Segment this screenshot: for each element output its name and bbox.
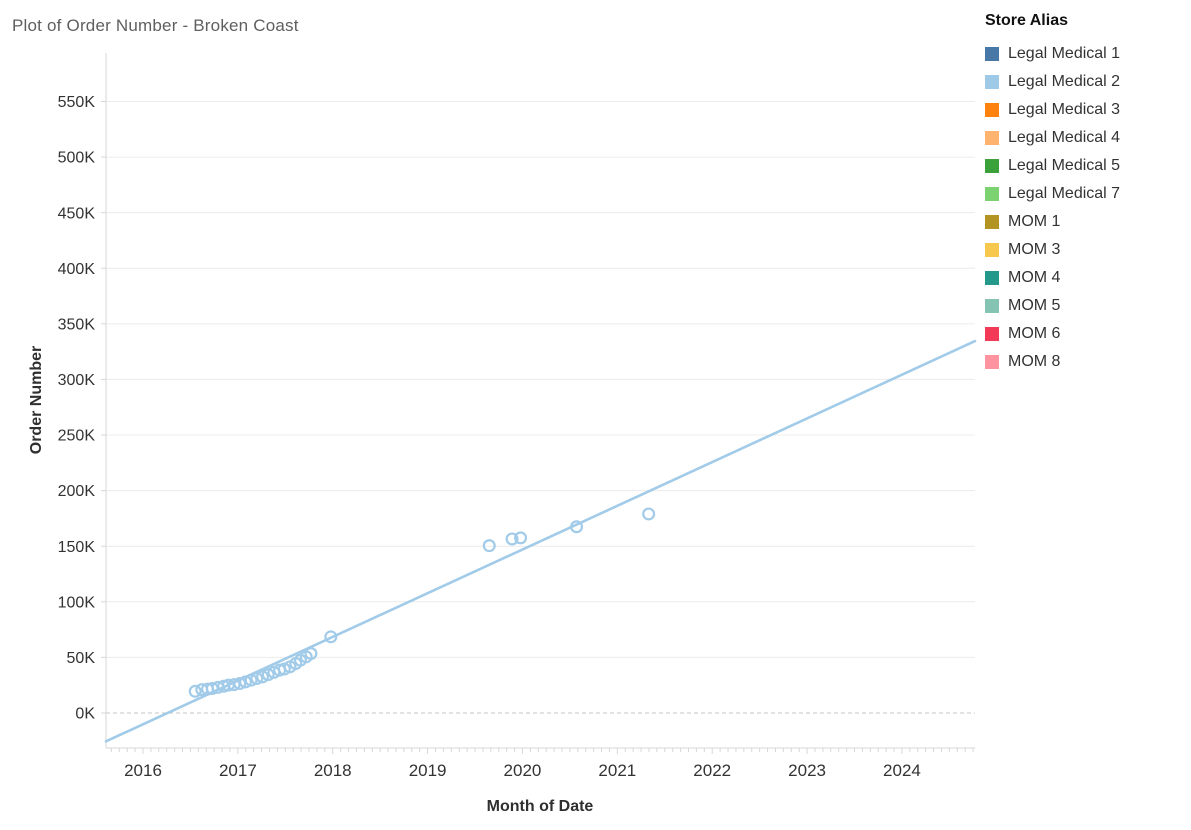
x-tick-label: 2017 (219, 761, 257, 780)
legend-swatch (985, 355, 999, 369)
scatter-point[interactable] (256, 670, 270, 684)
legend-item-label: MOM 1 (1008, 213, 1061, 230)
legend-item-label: Legal Medical 3 (1008, 101, 1121, 118)
legend-swatch (985, 215, 999, 229)
chart-title: Plot of Order Number - Broken Coast (12, 16, 299, 35)
legend-item-mom-3[interactable]: MOM 3 (985, 236, 1187, 264)
legend-item-legal-medical-3[interactable]: Legal Medical 3 (985, 96, 1187, 124)
legend-item-label: Legal Medical 2 (1008, 73, 1121, 90)
scatter-point[interactable] (642, 507, 656, 521)
trend-line[interactable] (104, 339, 977, 743)
x-tick-label: 2018 (314, 761, 352, 780)
y-tick-label: 500K (58, 150, 96, 167)
scatter-point[interactable] (570, 520, 584, 534)
legend-swatch (985, 47, 999, 61)
x-tick-label: 2016 (124, 761, 162, 780)
y-tick-label: 250K (58, 428, 96, 445)
y-tick-label: 450K (58, 205, 96, 222)
legend-item-label: MOM 4 (1008, 269, 1061, 286)
legend-item-label: MOM 3 (1008, 241, 1061, 258)
y-tick-label: 200K (58, 483, 96, 500)
scatter-point[interactable] (188, 684, 202, 698)
legend-item-legal-medical-4[interactable]: Legal Medical 4 (985, 124, 1187, 152)
scatter-point[interactable] (324, 630, 338, 644)
legend-swatch (985, 75, 999, 89)
legend: Store Alias Legal Medical 1 Legal Medical… (985, 12, 1187, 376)
legend-item-label: MOM 6 (1008, 325, 1061, 342)
x-tick-label: 2024 (883, 761, 921, 780)
legend-item-label: MOM 5 (1008, 297, 1061, 314)
legend-item-mom-1[interactable]: MOM 1 (985, 208, 1187, 236)
scatter-point[interactable] (277, 662, 291, 676)
scatter-point[interactable] (238, 675, 252, 689)
legend-item-label: Legal Medical 1 (1008, 45, 1121, 62)
y-tick-label: 100K (58, 594, 96, 611)
scatter-point[interactable] (304, 646, 318, 660)
legend-item-legal-medical-5[interactable]: Legal Medical 5 (985, 152, 1187, 180)
legend-item-mom-6[interactable]: MOM 6 (985, 320, 1187, 348)
legend-swatch (985, 159, 999, 173)
legend-item-legal-medical-7[interactable]: Legal Medical 7 (985, 180, 1187, 208)
legend-swatch (985, 103, 999, 117)
legend-item-label: Legal Medical 4 (1008, 129, 1121, 146)
scatter-point[interactable] (505, 532, 519, 546)
scatter-point[interactable] (261, 668, 275, 682)
x-tick-label: 2021 (598, 761, 636, 780)
legend-item-legal-medical-2[interactable]: Legal Medical 2 (985, 68, 1187, 96)
legend-title: Store Alias (985, 12, 1068, 29)
legend-item-legal-medical-1[interactable]: Legal Medical 1 (985, 40, 1187, 68)
scatter-point[interactable] (482, 539, 496, 553)
y-tick-label: 550K (58, 94, 96, 111)
y-axis-title: Order Number (28, 345, 45, 455)
legend-item-mom-4[interactable]: MOM 4 (985, 264, 1187, 292)
legend-swatch (985, 131, 999, 145)
legend-item-mom-5[interactable]: MOM 5 (985, 292, 1187, 320)
y-tick-label: 400K (58, 261, 96, 278)
legend-item-mom-8[interactable]: MOM 8 (985, 348, 1187, 376)
scatter-point[interactable] (250, 672, 264, 686)
legend-item-label: MOM 8 (1008, 353, 1061, 370)
y-tick-label: 50K (67, 650, 96, 667)
x-axis-title: Month of Date (486, 798, 594, 815)
legend-swatch (985, 299, 999, 313)
y-tick-label: 150K (58, 539, 96, 556)
legend-swatch (985, 243, 999, 257)
legend-item-label: Legal Medical 7 (1008, 185, 1121, 202)
x-tick-label: 2023 (788, 761, 826, 780)
scatter-point[interactable] (227, 678, 241, 692)
legend-items: Legal Medical 1 Legal Medical 2 Legal Medi… (985, 40, 1187, 376)
y-tick-label: 300K (58, 372, 96, 389)
x-tick-label: 2019 (409, 761, 447, 780)
legend-swatch (985, 187, 999, 201)
y-tick-label: 0K (75, 706, 95, 723)
y-tick-label: 350K (58, 316, 96, 333)
scatter-point[interactable] (244, 673, 258, 687)
x-tick-label: 2020 (504, 761, 542, 780)
x-tick-label: 2022 (693, 761, 731, 780)
legend-item-label: Legal Medical 5 (1008, 157, 1121, 174)
legend-swatch (985, 327, 999, 341)
scatter-point[interactable] (514, 531, 528, 545)
legend-swatch (985, 271, 999, 285)
scatter-point[interactable] (233, 677, 247, 691)
